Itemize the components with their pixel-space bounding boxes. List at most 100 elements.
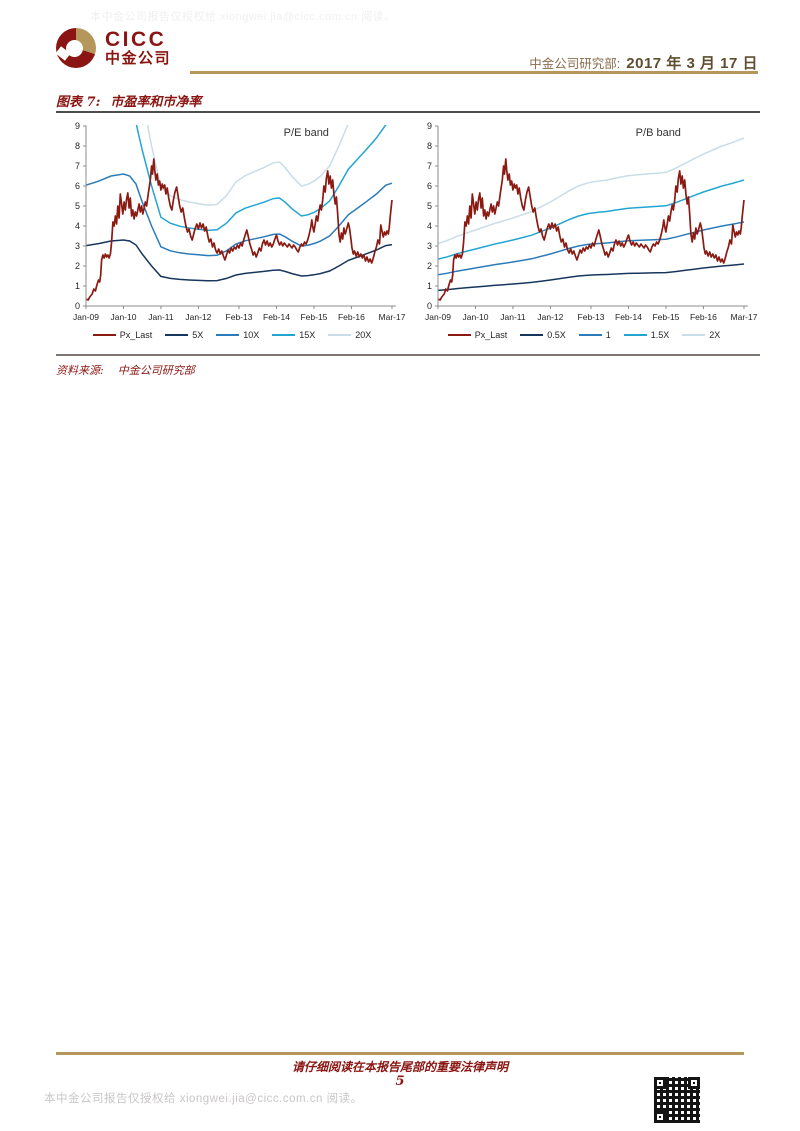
figure-caption-title: 市盈率和市净率 [110, 95, 202, 110]
charts-row: 0 1 2 3 4 5 6 7 8 9 Jan-09 Jan-10 Jan-11 Jan-12 Feb-13… [56, 116, 760, 340]
y-tick-label: 5 [75, 201, 80, 211]
y-tick-label: 0 [75, 301, 80, 311]
pb-chart: 0 1 2 3 4 5 6 7 8 9 Jan-09 Jan-10 Jan-11 Jan-12 Feb-13… [408, 116, 760, 340]
x-tick-label: Mar-17 [379, 312, 406, 321]
cicc-logo: CICC 中金公司 [55, 28, 171, 68]
x-tick-label: Feb-14 [263, 312, 290, 321]
legend-label: 1 [605, 330, 611, 340]
source-label: 资料来源: [56, 364, 104, 377]
band-line-10X [86, 173, 393, 257]
research-dept-date: 中金公司研究部: 2017 年 3 月 17 日 [529, 52, 758, 73]
legend-swatch [165, 334, 189, 336]
chart-title: P/B band [636, 127, 681, 139]
top-watermark: 本中金公司报告仅授权给 xiongwei.jia@cicc.com.cn 阅读。 [90, 11, 396, 23]
figure-7: 0 1 2 3 4 5 6 7 8 9 Jan-09 Jan-10 Jan-11 Jan-12 Feb-13… [56, 111, 760, 356]
y-tick-label: 6 [75, 181, 80, 191]
x-tick-label: Mar-17 [731, 312, 758, 321]
y-tick-label: 0 [427, 301, 432, 311]
page-number: 5 [395, 1074, 405, 1089]
x-tick-label: Jan-10 [110, 312, 136, 321]
x-tick-label: Feb-16 [690, 312, 717, 321]
cicc-logo-icon [55, 28, 96, 68]
header-rule [190, 71, 758, 74]
band-line-2X [438, 137, 745, 245]
y-tick-label: 3 [75, 241, 80, 251]
legend-label: 2X [709, 330, 721, 340]
y-tick-label: 6 [427, 181, 432, 191]
band-line-1.5X [438, 179, 745, 260]
x-tick-label: Jan-09 [425, 312, 451, 321]
px-last-line [438, 158, 745, 301]
figure-caption-label: 图表 7: [56, 95, 101, 110]
legend-swatch [447, 334, 471, 336]
x-tick-label: Feb-14 [615, 312, 642, 321]
legend-item: Px_Last [447, 330, 508, 340]
legend-swatch [682, 334, 706, 336]
legend-item: 1.5X [623, 330, 670, 340]
pe-chart: 0 1 2 3 4 5 6 7 8 9 Jan-09 Jan-10 Jan-11 Jan-12 Feb-13… [56, 116, 408, 340]
x-tick-label: Jan-12 [185, 312, 211, 321]
y-tick-label: 9 [75, 121, 80, 131]
figure-source: 资料来源: 中金公司研究部 [56, 362, 195, 378]
legend-label: Px_Last [119, 330, 153, 340]
x-tick-label: Jan-11 [500, 312, 526, 321]
legend-swatch [328, 334, 352, 336]
legend-swatch [520, 334, 544, 336]
x-tick-label: Feb-13 [578, 312, 605, 321]
legend-label: 15X [299, 330, 316, 340]
legend-swatch [623, 334, 647, 336]
pe-chart-canvas: 0 1 2 3 4 5 6 7 8 9 Jan-09 Jan-10 Jan-11 Jan-12 Feb-13… [56, 116, 408, 326]
p-b-band-svg: 0 1 2 3 4 5 6 7 8 9 Jan-09 Jan-10 Jan-11 Jan-12 Feb-13… [425, 121, 758, 322]
legend-item: Px_Last [92, 330, 153, 340]
legend-label: 5X [192, 330, 204, 340]
band-line-15X [86, 125, 388, 232]
y-tick-label: 8 [75, 141, 80, 151]
legend-swatch [92, 334, 116, 336]
y-tick-label: 1 [427, 281, 432, 291]
y-tick-label: 1 [75, 281, 80, 291]
legend-item: 2X [682, 330, 720, 340]
y-tick-label: 4 [427, 221, 432, 231]
legend-item: 0.5X [520, 330, 566, 340]
legend-swatch [578, 334, 602, 336]
y-tick-label: 5 [427, 201, 432, 211]
x-tick-label: Jan-12 [537, 312, 563, 321]
legend-item: 5X [165, 330, 203, 340]
logo-center [66, 40, 83, 57]
footer-rule [56, 1052, 744, 1055]
legend-swatch [216, 334, 240, 336]
legend-label: 0.5X [547, 330, 566, 340]
pb-chart-legend: Px_Last 0.5X 1 1.5X 2X [408, 330, 760, 340]
legend-label: 20X [355, 330, 372, 340]
x-tick-label: Feb-16 [338, 312, 365, 321]
y-tick-label: 2 [75, 261, 80, 271]
x-tick-label: Feb-15 [300, 312, 327, 321]
x-tick-label: Feb-13 [226, 312, 253, 321]
y-tick-label: 4 [75, 221, 80, 231]
y-tick-label: 3 [427, 241, 432, 251]
x-tick-label: Jan-09 [73, 312, 99, 321]
y-tick-label: 7 [75, 161, 80, 171]
chart-title: P/E band [284, 127, 329, 139]
x-tick-label: Jan-10 [462, 312, 488, 321]
band-line-20X [146, 125, 349, 206]
p-e-band-svg: 0 1 2 3 4 5 6 7 8 9 Jan-09 Jan-10 Jan-11 Jan-12 Feb-13… [73, 121, 406, 322]
x-tick-label: Jan-11 [148, 312, 174, 321]
px-last-line [86, 158, 393, 301]
legend-swatch [272, 334, 296, 336]
source-value: 中金公司研究部 [117, 364, 195, 377]
band-line-0.5X [438, 263, 745, 292]
qr-code [654, 1077, 700, 1123]
logo-text: CICC 中金公司 [105, 29, 171, 67]
y-tick-label: 8 [427, 141, 432, 151]
x-tick-label: Feb-15 [652, 312, 679, 321]
logo-cicc-en: CICC [105, 27, 167, 51]
legend-label: 1.5X [650, 330, 670, 340]
legend-label: Px_Last [474, 330, 508, 340]
pe-chart-legend: Px_Last 5X 10X 15X 20X [56, 330, 408, 340]
legal-notice: 请仔细阅读在本报告尾部的重要法律声明 [291, 1060, 508, 1074]
y-tick-label: 2 [427, 261, 432, 271]
report-date: 2017 年 3 月 17 日 [626, 55, 758, 72]
legend-item: 20X [328, 330, 371, 340]
